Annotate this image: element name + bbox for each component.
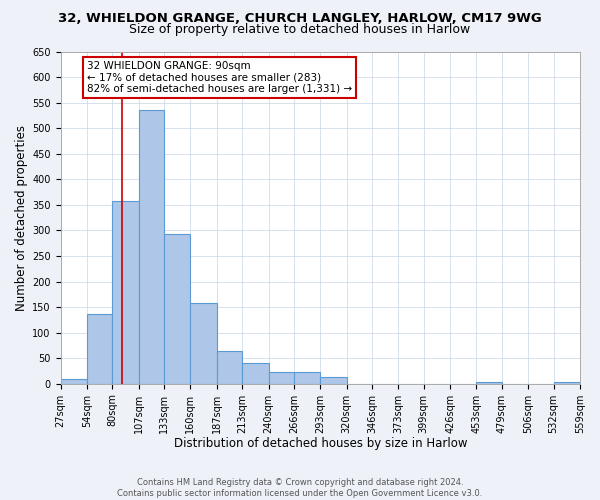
Y-axis label: Number of detached properties: Number of detached properties	[15, 124, 28, 310]
Bar	[190, 304, 217, 384]
X-axis label: Distribution of detached houses by size in Harlow: Distribution of detached houses by size …	[173, 437, 467, 450]
Bar	[139, 110, 164, 384]
Bar	[242, 364, 269, 384]
Bar	[320, 377, 347, 384]
Bar	[112, 201, 139, 384]
Bar	[269, 372, 294, 384]
Text: Size of property relative to detached houses in Harlow: Size of property relative to detached ho…	[130, 22, 470, 36]
Text: Contains HM Land Registry data © Crown copyright and database right 2024.
Contai: Contains HM Land Registry data © Crown c…	[118, 478, 482, 498]
Bar	[294, 372, 320, 384]
Bar	[217, 350, 242, 384]
Bar	[61, 378, 87, 384]
Bar	[87, 314, 112, 384]
Text: 32, WHIELDON GRANGE, CHURCH LANGLEY, HARLOW, CM17 9WG: 32, WHIELDON GRANGE, CHURCH LANGLEY, HAR…	[58, 12, 542, 26]
Bar	[476, 382, 502, 384]
Text: 32 WHIELDON GRANGE: 90sqm
← 17% of detached houses are smaller (283)
82% of semi: 32 WHIELDON GRANGE: 90sqm ← 17% of detac…	[87, 60, 352, 94]
Bar	[164, 234, 190, 384]
Bar	[554, 382, 580, 384]
